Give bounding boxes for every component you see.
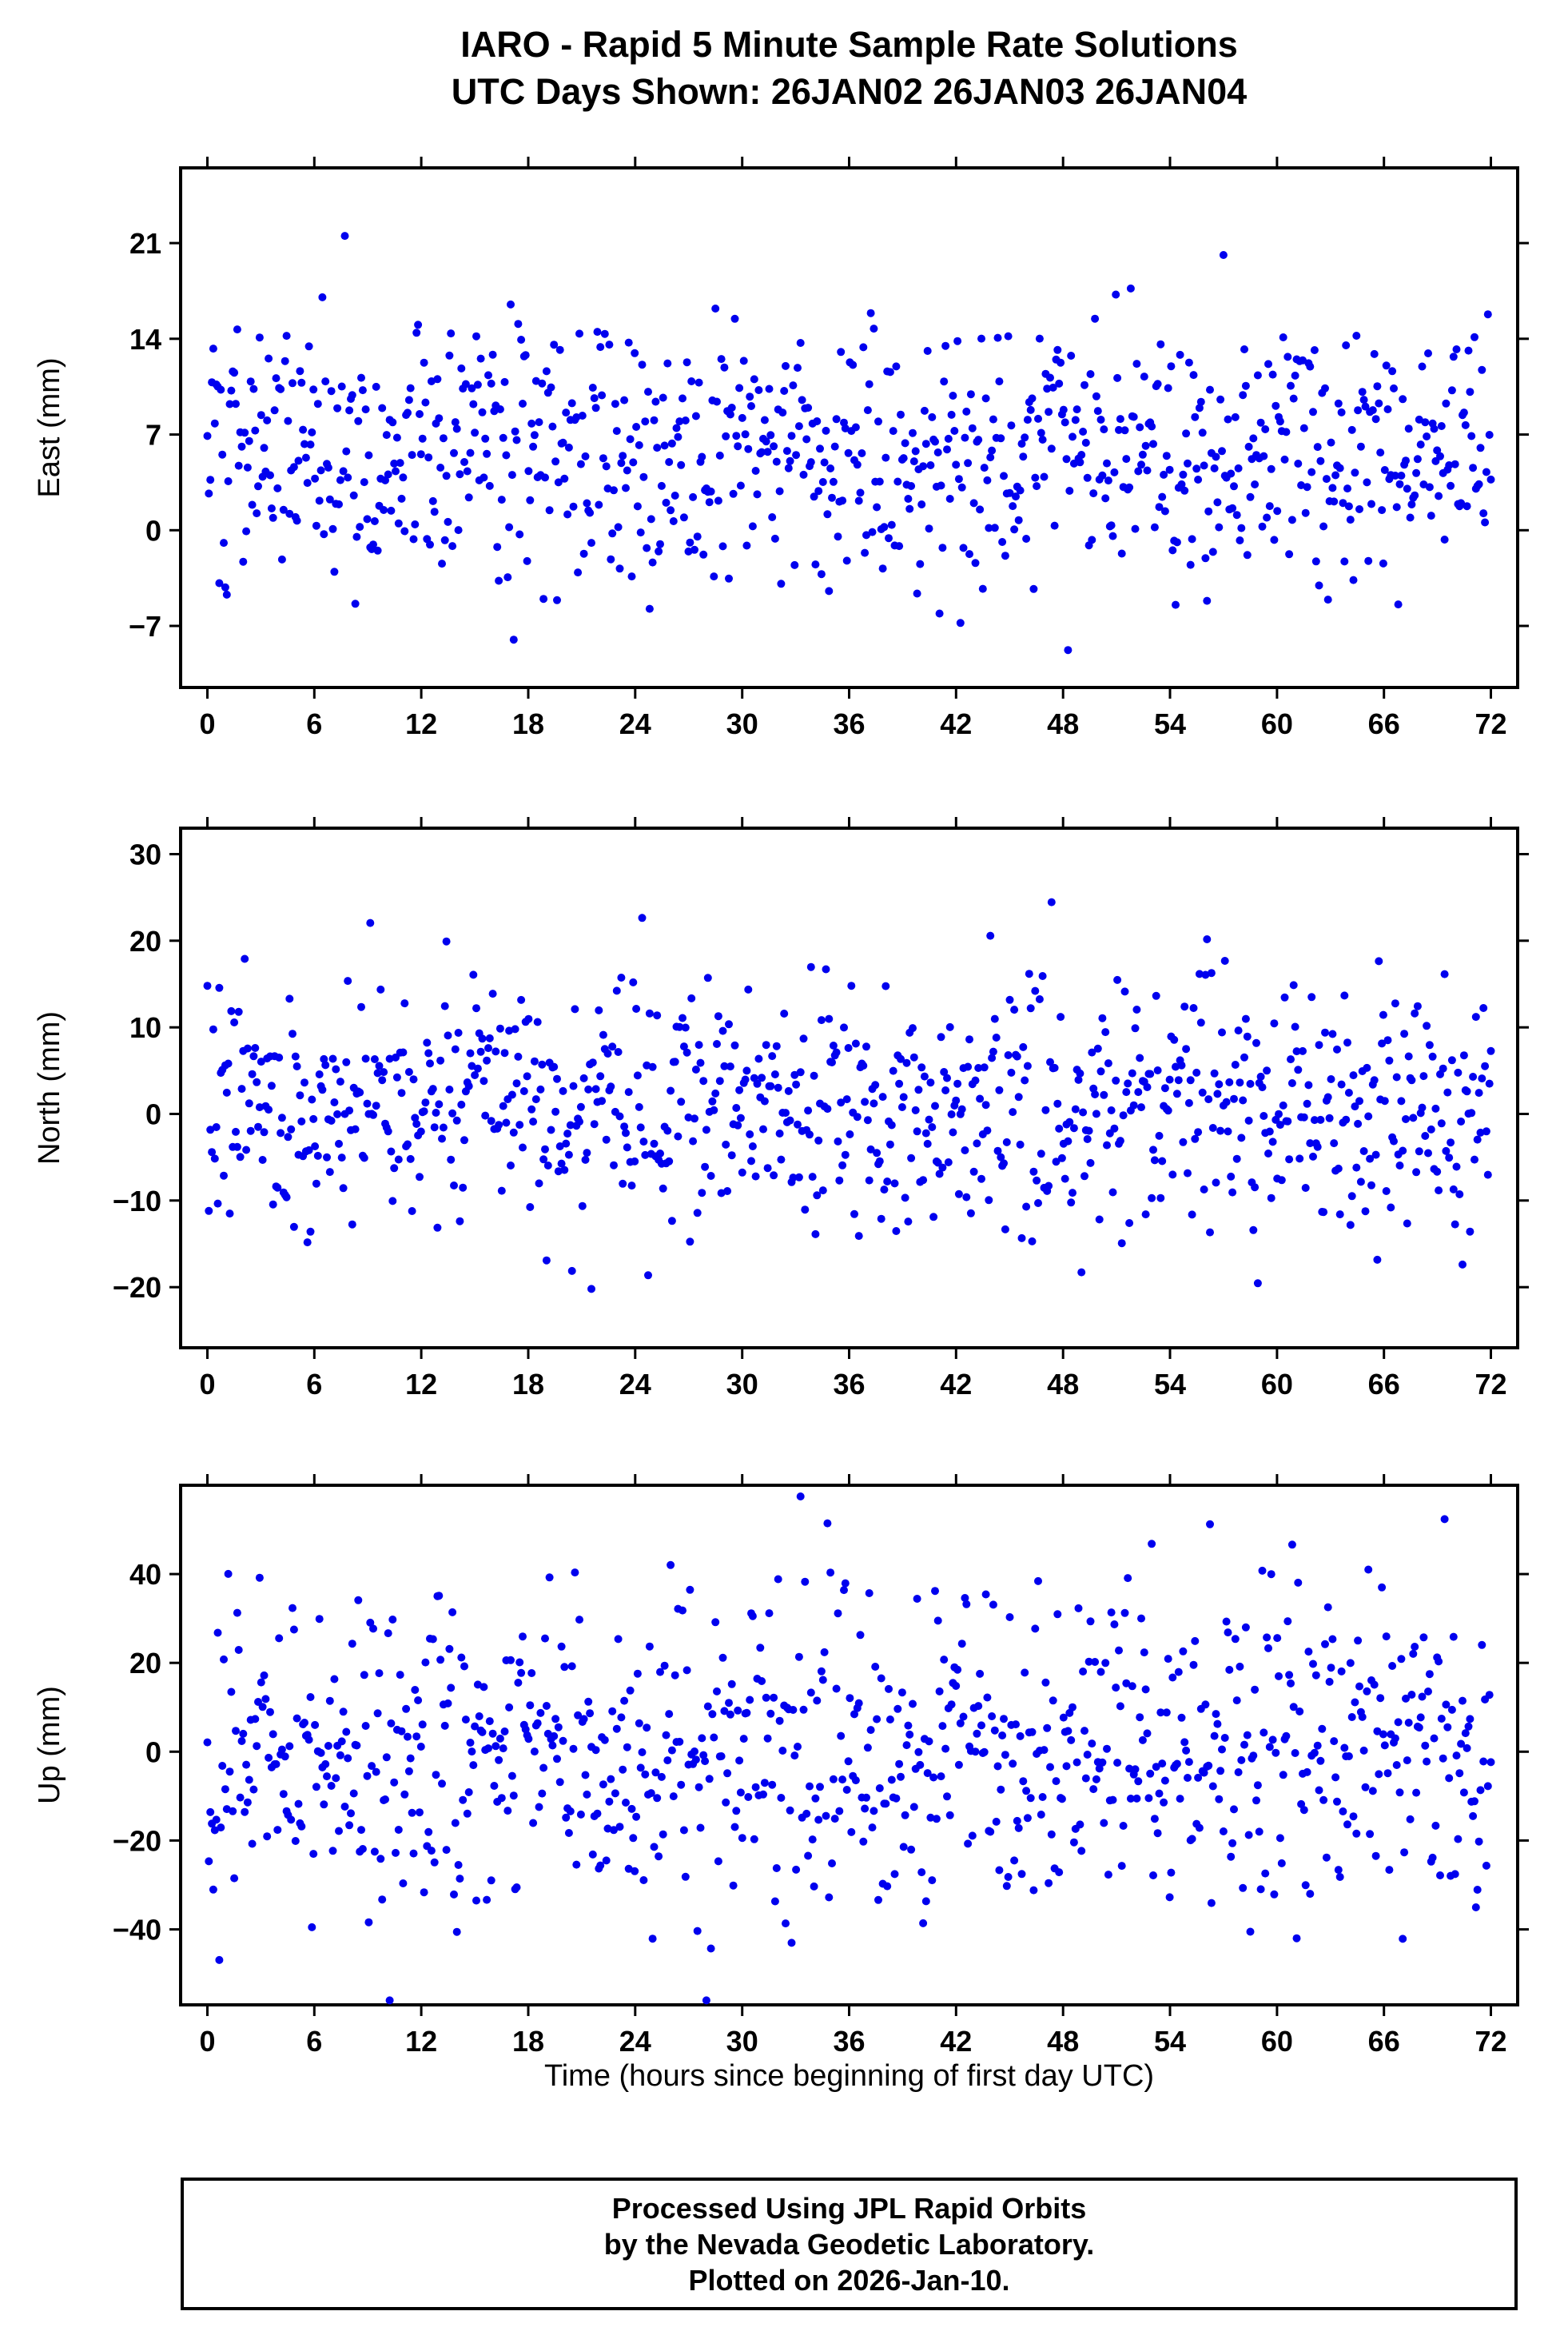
plot-frame: 0 6 12 18 24 30 36 42 48 54 60 66 72 −40 −20 0 20 40 — [113, 1474, 1529, 2058]
x-tick-label: 54 — [1154, 1368, 1186, 1401]
figure-title-line2: UTC Days Shown: 26JAN02 26JAN03 26JAN04 — [451, 71, 1248, 112]
x-tick-label: 18 — [512, 2025, 544, 2058]
x-tick-label: 48 — [1047, 1368, 1079, 1401]
x-tick-label: 42 — [940, 1368, 972, 1401]
y-tick-label: −20 — [113, 1271, 161, 1304]
x-tick-label: 36 — [833, 1368, 865, 1401]
x-tick-label: 6 — [306, 2025, 322, 2058]
x-tick-label: 36 — [833, 707, 865, 740]
x-tick-label: 0 — [199, 707, 215, 740]
y-tick-label: −20 — [113, 1824, 161, 1857]
east-data-points — [203, 232, 1495, 655]
processing-note-line1: Processed Using JPL Rapid Orbits — [611, 2191, 1087, 2225]
y-tick-label: −40 — [113, 1914, 161, 1947]
x-tick-label: 30 — [726, 707, 758, 740]
up-scatter-plot: Up (mm) 0 6 12 18 24 30 36 42 48 54 60 66 72 −40 −20 0 2… — [33, 1474, 1529, 2058]
x-tick-label: 54 — [1154, 2025, 1186, 2058]
up-data-points — [203, 1492, 1495, 2005]
x-tick-label: 12 — [405, 1368, 437, 1401]
x-tick-label: 24 — [619, 1368, 651, 1401]
x-tick-label: 66 — [1368, 1368, 1400, 1401]
x-tick-label: 24 — [619, 707, 651, 740]
figure-title-line1: IARO - Rapid 5 Minute Sample Rate Soluti… — [460, 24, 1238, 65]
x-tick-label: 6 — [306, 1368, 322, 1401]
x-tick-label: 54 — [1154, 707, 1186, 740]
processing-note-line2: by the Nevada Geodetic Laboratory. — [603, 2227, 1095, 2261]
y-tick-label: 20 — [129, 1647, 161, 1680]
x-tick-label: 30 — [726, 2025, 758, 2058]
y-axis-label-east: East (mm) — [33, 357, 66, 497]
y-tick-label: 40 — [129, 1558, 161, 1591]
x-tick-label: 72 — [1474, 1368, 1506, 1401]
x-tick-label: 0 — [199, 1368, 215, 1401]
y-tick-label: 0 — [145, 1098, 161, 1131]
y-axis-label-north: North (mm) — [33, 1011, 66, 1165]
y-tick-label: 21 — [129, 227, 161, 260]
y-tick-label: −10 — [113, 1185, 161, 1217]
x-tick-label: 18 — [512, 707, 544, 740]
y-tick-label: 0 — [145, 514, 161, 547]
y-tick-label: 20 — [129, 925, 161, 958]
plot-frame: 0 6 12 18 24 30 36 42 48 54 60 66 72 −20 −10 0 10 20 30 — [113, 817, 1529, 1401]
x-tick-label: 30 — [726, 1368, 758, 1401]
figure-title: IARO - Rapid 5 Minute Sample Rate Soluti… — [181, 21, 1518, 115]
x-tick-label: 12 — [405, 707, 437, 740]
x-tick-label: 60 — [1261, 707, 1293, 740]
x-tick-label: 42 — [940, 2025, 972, 2058]
x-tick-label: 0 — [199, 2025, 215, 2058]
x-axis-label: Time (hours since beginning of first day… — [543, 2059, 1155, 2093]
x-tick-label: 72 — [1474, 2025, 1506, 2058]
y-tick-label: −7 — [129, 610, 161, 643]
y-tick-label: 14 — [129, 323, 161, 356]
y-tick-label: 30 — [129, 839, 161, 871]
plot-frame: 0 6 12 18 24 30 36 42 48 54 60 66 72 −7 0 7 14 21 — [129, 157, 1529, 740]
y-tick-label: 0 — [145, 1735, 161, 1768]
processing-note-line3: Plotted on 2026-Jan-10. — [688, 2263, 1010, 2297]
north-data-points — [203, 898, 1495, 1293]
x-tick-label: 66 — [1368, 707, 1400, 740]
y-tick-label: 7 — [145, 419, 161, 452]
x-tick-label: 6 — [306, 707, 322, 740]
processing-note-box: Processed Using JPL Rapid Orbits by the … — [181, 2178, 1518, 2310]
x-tick-label: 48 — [1047, 2025, 1079, 2058]
north-scatter-plot: North (mm) 0 6 12 18 24 30 36 42 48 54 60 66 72 −20 −1… — [33, 817, 1529, 1401]
y-tick-label: 10 — [129, 1011, 161, 1044]
east-scatter-plot: East (mm) 0 6 12 18 24 30 36 42 48 54 60 66 72 −7 0 7 14… — [33, 157, 1529, 740]
x-tick-label: 72 — [1474, 707, 1506, 740]
x-tick-label: 48 — [1047, 707, 1079, 740]
x-tick-label: 18 — [512, 1368, 544, 1401]
x-tick-label: 60 — [1261, 1368, 1293, 1401]
x-tick-label: 66 — [1368, 2025, 1400, 2058]
x-tick-label: 36 — [833, 2025, 865, 2058]
x-tick-label: 60 — [1261, 2025, 1293, 2058]
x-tick-label: 42 — [940, 707, 972, 740]
x-tick-label: 12 — [405, 2025, 437, 2058]
y-axis-label-up: Up (mm) — [33, 1686, 66, 1804]
x-tick-label: 24 — [619, 2025, 651, 2058]
